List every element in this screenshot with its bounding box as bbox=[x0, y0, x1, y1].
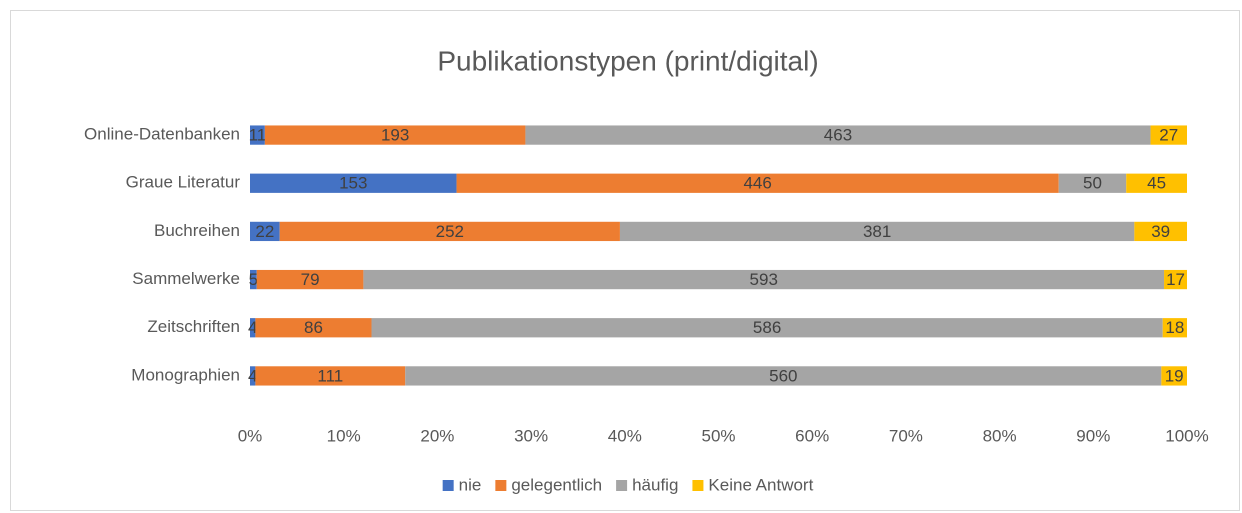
data-label: 86 bbox=[304, 318, 323, 337]
data-label: 5 bbox=[249, 270, 258, 289]
bar-segment bbox=[250, 269, 257, 290]
data-label: 586 bbox=[753, 318, 781, 337]
x-tick-label: 0% bbox=[238, 426, 263, 445]
data-label: 463 bbox=[824, 126, 852, 145]
bar-segment bbox=[1164, 269, 1187, 290]
data-label: 17 bbox=[1166, 270, 1185, 289]
bar-segment bbox=[250, 173, 457, 193]
data-label: 4 bbox=[248, 318, 257, 337]
bar-segment bbox=[1058, 173, 1127, 193]
y-tick-label: Zeitschriften bbox=[147, 317, 240, 336]
bar-segment bbox=[264, 125, 526, 145]
bar-segment bbox=[1161, 366, 1187, 386]
y-tick-label: Monographien bbox=[131, 365, 240, 384]
legend-label: gelegentlich bbox=[511, 475, 602, 494]
data-label: 4 bbox=[248, 366, 257, 385]
chart-frame bbox=[10, 10, 1240, 511]
bar-segment bbox=[1150, 125, 1187, 145]
data-label: 50 bbox=[1083, 174, 1102, 193]
bar-segment bbox=[250, 366, 256, 386]
bar-segment bbox=[256, 269, 364, 290]
chart-title: Publikationstypen (print/digital) bbox=[437, 45, 818, 76]
bar-segment bbox=[525, 125, 1151, 145]
data-label: 79 bbox=[301, 270, 320, 289]
legend-label: nie bbox=[459, 475, 482, 494]
bar-segment bbox=[1134, 221, 1187, 242]
legend-swatch bbox=[692, 480, 704, 491]
legend-swatch bbox=[495, 480, 507, 491]
data-label: 252 bbox=[436, 222, 464, 241]
bar-segment bbox=[363, 269, 1165, 290]
bar-segment bbox=[255, 318, 372, 338]
data-label: 18 bbox=[1165, 318, 1184, 337]
x-tick-label: 80% bbox=[983, 426, 1017, 445]
bar-segment bbox=[279, 221, 620, 242]
data-label: 381 bbox=[863, 222, 891, 241]
x-tick-label: 30% bbox=[514, 426, 548, 445]
legend-label: Keine Antwort bbox=[708, 475, 813, 494]
data-label: 593 bbox=[750, 270, 778, 289]
bar-segment bbox=[250, 221, 280, 242]
x-tick-label: 10% bbox=[327, 426, 361, 445]
y-tick-label: Buchreihen bbox=[154, 221, 240, 240]
data-label: 39 bbox=[1151, 222, 1170, 241]
y-tick-label: Graue Literatur bbox=[126, 173, 241, 192]
y-tick-label: Online-Datenbanken bbox=[84, 125, 240, 144]
bar-segment bbox=[371, 318, 1163, 338]
data-label: 153 bbox=[339, 174, 367, 193]
x-tick-label: 70% bbox=[889, 426, 923, 445]
x-tick-label: 100% bbox=[1165, 426, 1208, 445]
data-label: 560 bbox=[769, 366, 797, 385]
data-label: 193 bbox=[381, 126, 409, 145]
bar-segment bbox=[456, 173, 1059, 193]
data-label: 22 bbox=[255, 222, 274, 241]
data-label: 446 bbox=[743, 174, 771, 193]
legend-swatch bbox=[442, 480, 454, 491]
bar-segment bbox=[1126, 173, 1187, 193]
x-tick-label: 40% bbox=[608, 426, 642, 445]
bar-segment bbox=[1162, 318, 1187, 338]
data-label: 111 bbox=[317, 366, 343, 385]
bar-segment bbox=[619, 221, 1135, 242]
x-tick-label: 90% bbox=[1076, 426, 1110, 445]
x-tick-label: 20% bbox=[420, 426, 454, 445]
legend-label: häufig bbox=[632, 475, 678, 494]
bar-segment bbox=[250, 318, 256, 338]
data-label: 19 bbox=[1165, 366, 1184, 385]
data-label: 11 bbox=[249, 126, 267, 145]
bar-segment bbox=[250, 125, 265, 145]
data-label: 45 bbox=[1147, 174, 1166, 193]
legend-swatch bbox=[616, 480, 628, 491]
bar-segment bbox=[405, 366, 1162, 386]
y-tick-label: Sammelwerke bbox=[132, 269, 240, 288]
x-tick-label: 50% bbox=[701, 426, 735, 445]
bar-segment bbox=[255, 366, 406, 386]
x-tick-label: 60% bbox=[795, 426, 829, 445]
data-label: 27 bbox=[1159, 126, 1178, 145]
